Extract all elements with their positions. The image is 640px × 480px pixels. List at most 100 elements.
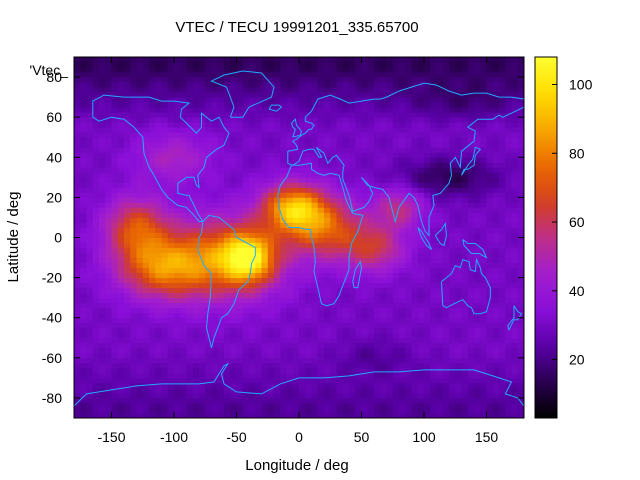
heatmap-cell [217,372,225,379]
heatmap-cell [474,337,481,344]
heatmap-cell [149,227,156,233]
heatmap-cell [180,302,187,309]
heatmap-cell [117,352,125,359]
heatmap-cell [124,377,131,384]
heatmap-cell [117,362,125,369]
heatmap-cell [449,412,456,419]
heatmap-cell [349,337,356,344]
heatmap-cell [274,302,281,309]
heatmap-cell [317,137,325,143]
heatmap-cell [267,272,275,279]
heatmap-cell [236,137,244,143]
heatmap-cell [324,332,331,339]
heatmap-cell [161,317,169,324]
heatmap-cell [511,222,519,228]
heatmap-cell [361,282,369,289]
heatmap-cell [199,127,206,133]
heatmap-cell [367,92,375,98]
heatmap-cell [449,317,456,324]
heatmap-cell [299,407,306,414]
heatmap-cell [430,247,437,253]
heatmap-cell [111,237,119,243]
heatmap-cell [474,322,481,329]
heatmap-cell [230,172,237,178]
heatmap-cell [136,97,144,103]
heatmap-cell [386,392,394,399]
heatmap-cell [161,322,169,329]
heatmap-cell [461,157,469,163]
heatmap-cell [99,377,106,384]
heatmap-cell [411,182,419,188]
heatmap-cell [374,167,381,173]
heatmap-cell [499,322,506,329]
heatmap-cell [367,257,375,263]
heatmap-cell [305,202,312,208]
heatmap-cell [86,167,94,173]
heatmap-cell [499,152,506,158]
heatmap-cell [117,252,125,258]
heatmap-cell [480,262,487,268]
heatmap-cell [461,87,469,93]
heatmap-cell [474,122,481,128]
heatmap-cell [99,267,106,273]
heatmap-cell [436,112,444,118]
heatmap-cell [405,377,412,384]
heatmap-cell [342,202,350,208]
heatmap-cell [392,407,400,414]
heatmap-cell [361,222,369,228]
heatmap-cell [311,92,319,98]
heatmap-cell [455,342,462,349]
heatmap-cell [92,412,100,419]
heatmap-cell [142,297,150,304]
heatmap-cell [236,192,244,198]
heatmap-cell [480,212,487,218]
heatmap-cell [417,277,425,284]
heatmap-cell [161,392,169,399]
heatmap-cell [117,182,125,188]
heatmap-cell [486,117,494,123]
heatmap-cell [517,147,525,153]
heatmap-cell [430,317,437,324]
heatmap-cell [224,327,231,334]
heatmap-cell [511,262,519,268]
heatmap-cell [405,172,412,178]
heatmap-cell [449,102,456,108]
heatmap-cell [80,232,87,238]
heatmap-cell [480,92,487,98]
heatmap-cell [367,242,375,248]
heatmap-cell [255,302,262,309]
heatmap-cell [136,222,144,228]
heatmap-cell [224,197,231,203]
heatmap-cell [167,92,175,98]
heatmap-cell [224,362,231,369]
heatmap-cell [74,97,81,103]
heatmap-cell [74,87,81,93]
heatmap-cell [486,262,494,268]
heatmap-cell [355,312,362,319]
heatmap-cell [236,252,244,258]
heatmap-cell [161,387,169,394]
heatmap-cell [124,112,131,118]
heatmap-cell [299,397,306,404]
heatmap-cell [274,327,281,334]
heatmap-cell [167,292,175,299]
heatmap-cell [242,397,250,404]
heatmap-cell [511,202,519,208]
heatmap-cell [136,227,144,233]
heatmap-cell [330,72,337,78]
heatmap-cell [386,72,394,78]
heatmap-cell [180,72,187,78]
heatmap-cell [305,117,312,123]
heatmap-cell [392,317,400,324]
heatmap-cell [255,337,262,344]
heatmap-cell [92,77,100,83]
heatmap-cell [180,197,187,203]
heatmap-cell [449,367,456,374]
heatmap-cell [249,347,256,354]
heatmap-cell [130,162,137,168]
heatmap-cell [299,122,306,128]
heatmap-cell [217,307,225,314]
heatmap-cell [205,87,212,93]
heatmap-cell [436,262,444,268]
heatmap-cell [411,337,419,344]
